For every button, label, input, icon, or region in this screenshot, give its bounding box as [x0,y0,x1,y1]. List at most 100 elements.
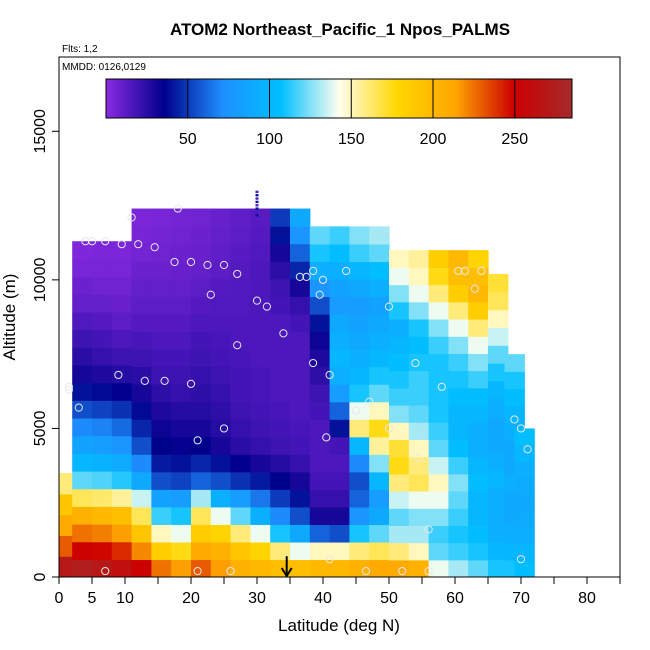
heatmap-cell [468,267,489,286]
heatmap-cell [369,471,390,490]
heatmap-cell [92,258,113,278]
heatmap-cell [72,329,93,348]
x-axis-label: Latitude (deg N) [278,616,400,635]
heatmap-cell [309,489,331,508]
heatmap-cell [151,366,172,385]
heatmap-cell [72,258,93,278]
y-tick-label: 5000 [32,411,49,447]
heatmap-cell [151,243,172,262]
heatmap-cell [369,454,390,473]
sample-point [170,257,179,267]
heatmap-cell [428,336,449,354]
heatmap-cell [290,226,311,245]
heatmap-cell [191,419,212,438]
sample-point [302,272,311,281]
heatmap-cell [92,400,113,419]
heatmap-cell [389,301,410,320]
heatmap-cell [290,559,311,577]
heatmap-cell [448,542,469,561]
heatmap-cell [329,314,350,333]
heatmap-cell [111,329,133,348]
heatmap-cell [488,559,509,577]
heatmap-cell [468,370,489,389]
heatmap-cell [151,436,172,455]
heatmap-cell [171,278,192,297]
heatmap-cell [428,284,449,303]
heatmap-cell [389,439,410,458]
heatmap-cell [448,422,469,440]
heatmap-cell [250,313,271,332]
heatmap-cell [349,489,370,508]
heatmap-cell [408,439,430,458]
heatmap-cell [309,454,331,473]
heatmap-cell [309,541,331,561]
heatmap-cell [514,510,535,529]
colorbar-tick-label: 50 [179,131,197,148]
heatmap-cell [369,296,390,315]
heatmap-cell [92,329,113,348]
heatmap-cell [210,454,232,473]
heatmap-cell [210,559,232,577]
heatmap-cell [369,226,390,245]
heatmap-cell [290,489,311,508]
sample-points [64,204,532,576]
heatmap-cell [428,508,449,526]
heatmap-cell [270,313,291,332]
heatmap-cell [92,364,113,384]
heatmap-cell [514,543,535,562]
heatmap-cell [250,436,271,455]
heatmap-cell [230,401,251,420]
heatmap-cell [151,278,172,297]
sample-point [460,266,469,276]
sample-point [424,566,433,576]
heatmap-cell [329,454,350,473]
sample-point [414,454,423,463]
heatmap-cell [230,524,251,543]
heatmap-cell [389,250,410,268]
heatmap-cell [488,452,509,471]
profile-segment [255,200,259,204]
heatmap-cell [210,331,232,350]
heatmap-cell [210,261,232,280]
heatmap-cell [151,524,172,543]
heatmap-cell [72,541,93,560]
plot-frame [58,56,621,578]
heatmap-cell [349,296,370,315]
heatmap-cell [488,327,509,346]
heatmap-cell [250,208,271,227]
heatmap-cell [309,296,331,315]
heatmap-cell [151,541,172,561]
heatmap-cell [210,506,232,525]
heatmap-cell [210,366,232,385]
heatmap-cell [428,318,449,337]
heatmap-cell [230,261,251,280]
heatmap-cell [329,243,350,263]
heatmap-cell [131,489,152,508]
heatmap-cell [230,454,251,473]
sample-point [150,243,159,252]
heatmap-cell [309,314,331,333]
heatmap-cell [369,506,390,526]
heatmap-cell [171,506,192,525]
heatmap-cell [428,439,449,458]
heatmap-cell [72,311,93,331]
heatmap-cell [349,506,370,526]
heatmap-cell [514,527,535,545]
heatmap-cell [329,331,350,350]
heatmap-cell [369,278,390,298]
heatmap-cell [389,387,410,406]
heatmap-cell [448,336,469,354]
heatmap-cell [72,470,93,490]
heatmap-cell [111,400,133,419]
heatmap-cell [210,243,232,262]
heatmap-cell [250,261,271,280]
sample-point [140,376,149,385]
vertical-profile [255,190,259,217]
heatmap-cell [92,506,113,525]
heatmap-cell [171,208,192,227]
heatmap-cell [171,471,192,490]
heatmap-cell [171,489,192,508]
heatmap-cell [389,404,410,423]
heatmap-cell [408,267,430,286]
sample-point [193,436,202,445]
